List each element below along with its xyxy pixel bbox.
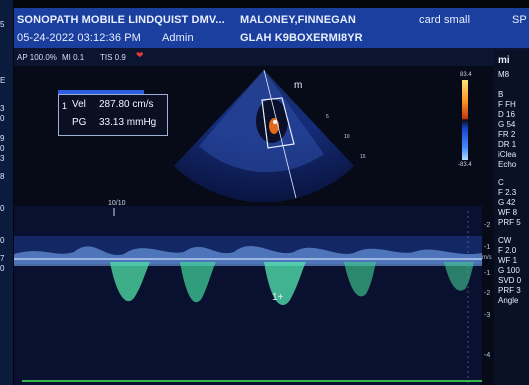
panel-line: F 2.3	[498, 188, 517, 197]
measurement-box[interactable]: 1 Vel 287.80 cm/s PG 33.13 mmHg	[58, 94, 168, 136]
frame-indicator-line	[22, 380, 482, 382]
velocity-scale-tick: -2	[484, 290, 491, 297]
orientation-marker: m	[294, 80, 302, 91]
left-strip-text: 7	[0, 254, 5, 263]
velocity-scale-tick: -3	[484, 312, 491, 319]
left-strip-text: 0	[0, 114, 5, 123]
velocity-scale-tick: -1	[484, 270, 491, 277]
velocity-scale-tick: -2	[484, 222, 491, 229]
panel-line: mi	[498, 55, 510, 66]
panel-line: G 42	[498, 198, 516, 207]
velocity-value: 287.80 cm/s	[99, 99, 154, 110]
panel-line: F 2.0	[498, 246, 517, 255]
color-box[interactable]	[261, 97, 295, 149]
depth-tick: 5	[326, 114, 329, 120]
panel-line: G 54	[498, 120, 516, 129]
panel-line: F FH	[498, 100, 516, 109]
acoustic-power: AP 100.0%	[17, 53, 57, 62]
panel-line: PRF 5	[498, 218, 521, 227]
flow-envelope	[264, 262, 306, 306]
velocity-scale-tick: -1	[484, 244, 491, 251]
flow-envelope	[110, 262, 150, 302]
panel-line: CW	[498, 236, 512, 245]
panel-line: G 100	[498, 266, 520, 275]
left-strip-text: E	[0, 76, 6, 85]
clinic-title: SONOPATH MOBILE LINDQUIST DMV...	[17, 14, 225, 26]
depth-tick: 10	[344, 134, 350, 140]
header-bar: SONOPATH MOBILE LINDQUIST DMV... MALONEY…	[14, 8, 529, 48]
preset-label[interactable]: card small	[419, 14, 471, 26]
colorbar-max: 83.4	[460, 72, 472, 78]
left-strip-text: 0	[0, 236, 5, 245]
left-strip-text: 5	[0, 20, 5, 29]
settings-panel: mi M8 B F FH D 16 G 54 FR 2 DR 1 iClea E…	[494, 50, 529, 385]
panel-line: WF 8	[498, 208, 518, 217]
colorbar-min: -83.4	[458, 162, 472, 168]
pressure-gradient-value: 33.13 mmHg	[99, 117, 157, 128]
baseline-unit: m/s	[482, 255, 492, 261]
panel-line: C	[498, 178, 504, 187]
left-strip-text: 9	[0, 134, 5, 143]
sector-image: m 5 10 15	[174, 69, 366, 203]
measurement-index: 1	[62, 101, 68, 111]
velocity-label: Vel	[72, 99, 86, 110]
panel-line: D 16	[498, 110, 515, 119]
patient-name: MALONEY,FINNEGAN	[240, 14, 356, 26]
panel-line: SVD 0	[498, 276, 522, 285]
left-strip-text: 0	[0, 264, 5, 273]
left-strip-text: 0	[0, 144, 5, 153]
velocity-scale-tick: -4	[484, 352, 491, 359]
right-header-fragment: SP	[512, 14, 527, 26]
doppler-background	[14, 206, 482, 385]
left-strip-text: 0	[0, 204, 5, 213]
panel-line: FR 2	[498, 130, 516, 139]
measurement-cursor[interactable]: 1+	[272, 292, 284, 303]
baseline-signal	[14, 246, 482, 266]
adjacent-screen-strip: 5 E 3 0 9 0 3 8 0 0 7 0	[0, 0, 13, 385]
exam-datetime: 05-24-2022 03:12:36 PM	[17, 32, 141, 44]
thermal-index: TIS 0.9	[100, 53, 126, 62]
depth-tick: 15	[360, 154, 366, 160]
flow-envelope	[344, 262, 376, 297]
panel-line: WF 1	[498, 256, 518, 265]
cw-cursor-line[interactable]	[263, 69, 297, 199]
panel-line: PRF 3	[498, 286, 521, 295]
left-strip-text: 3	[0, 154, 5, 163]
heart-icon: ❤	[136, 50, 144, 60]
patient-id: GLAH K9BOXERMI8YR	[240, 32, 363, 44]
flow-envelope	[444, 262, 474, 291]
panel-line: Echo	[498, 160, 517, 169]
flow-envelope	[180, 262, 216, 303]
panel-line: Angle	[498, 296, 519, 305]
doppler-spectrum	[14, 206, 482, 385]
left-strip-text: 8	[0, 172, 5, 181]
ultrasound-monitor: SONOPATH MOBILE LINDQUIST DMV... MALONEY…	[14, 8, 529, 385]
left-strip-text: 3	[0, 104, 5, 113]
user-label: Admin	[162, 32, 194, 44]
measurement-tab	[58, 90, 144, 95]
sweep-speed-label: 10/10	[108, 200, 126, 207]
panel-line: M8	[498, 70, 510, 79]
acoustic-status-bar: AP 100.0% MI 0.1 TIS 0.9 ❤	[14, 48, 529, 66]
color-velocity-bar	[462, 80, 468, 160]
pressure-gradient-label: PG	[72, 117, 87, 128]
sample-gate[interactable]	[273, 120, 277, 124]
mechanical-index: MI 0.1	[62, 53, 85, 62]
panel-line: iClea	[498, 150, 517, 159]
panel-line: DR 1	[498, 140, 517, 149]
panel-line: B	[498, 90, 504, 99]
